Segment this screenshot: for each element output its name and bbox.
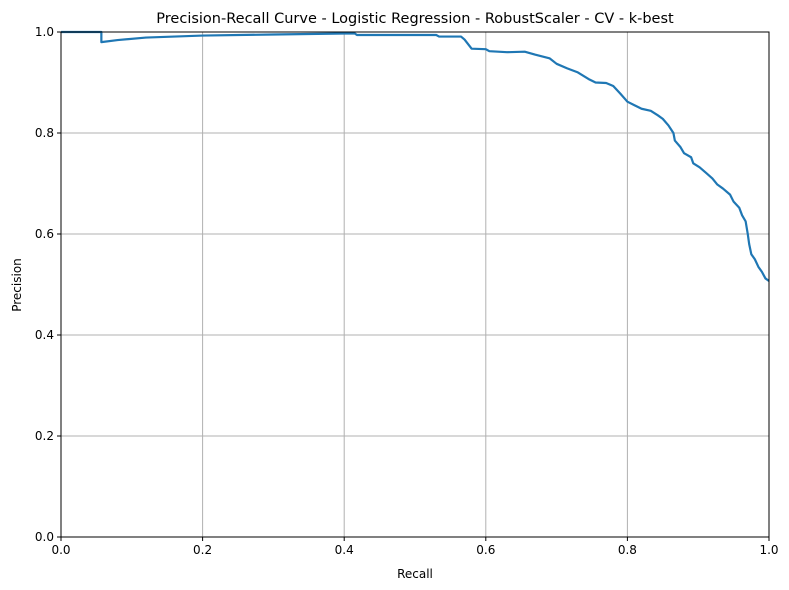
y-tick-label: 1.0 [35,25,54,39]
plot-area [61,30,770,282]
precision-recall-line [61,30,770,282]
chart-title: Precision-Recall Curve - Logistic Regres… [156,11,674,27]
x-tick-label: 1.0 [759,543,778,557]
y-axis-title: Precision [10,258,24,312]
axis-ticks: 0.0 0.2 0.4 0.6 0.8 1.0 0.0 0.2 0.4 0.6 0.8 1.0 [35,25,779,557]
x-tick-label: 0.8 [618,543,637,557]
x-tick-label: 0.4 [335,543,354,557]
y-tick-label: 0.0 [35,530,54,544]
x-tick-label: 0.6 [476,543,495,557]
y-tick-label: 0.4 [35,328,54,342]
y-tick-label: 0.8 [35,126,54,140]
x-axis-title: Recall [397,567,433,581]
y-tick-label: 0.2 [35,429,54,443]
plot-frame [60,31,770,538]
x-tick-label: 0.2 [193,543,212,557]
y-tick-label: 0.6 [35,227,54,241]
x-tick-label: 0.0 [51,543,70,557]
